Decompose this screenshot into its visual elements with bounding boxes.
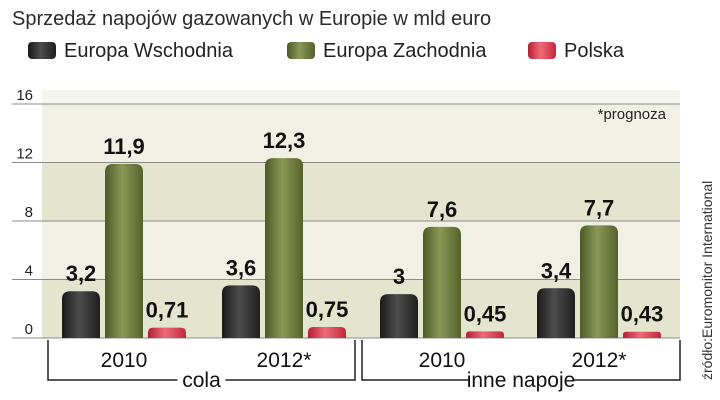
grid-band (42, 104, 680, 163)
source-note: źródło:Euromonitor International (699, 181, 715, 380)
bar-2-2 (265, 158, 303, 338)
x-tick-label: 2012* (572, 349, 627, 372)
data-label: 0,75 (306, 297, 349, 322)
data-label: 3,4 (541, 258, 572, 283)
data-label: 0,45 (464, 301, 507, 326)
data-label: 12,3 (263, 128, 306, 153)
data-label: 3,2 (66, 261, 97, 286)
bar-3-3 (466, 331, 504, 338)
legend-swatch-1 (28, 42, 56, 59)
bar-3-1 (148, 327, 186, 338)
data-labels: 3,2 11,9 0,71 3,6 12,3 0,75 3 7,6 0,45 3,4 7,7 0,43 (66, 128, 664, 327)
legend-label-1: Europa Wschodnia (64, 40, 234, 62)
grid-band (42, 162, 680, 221)
bar-3-4 (623, 331, 661, 338)
y-tick-label: 4 (25, 263, 33, 280)
legend-label-3: Polska (564, 40, 625, 62)
grid-band (42, 221, 680, 280)
y-tick-label: 16 (16, 87, 33, 104)
bar-2-4 (580, 225, 618, 338)
plot-bands (42, 90, 680, 338)
bar-1-2 (222, 285, 260, 338)
bar-1-1 (62, 291, 100, 338)
legend-label-2: Europa Zachodnia (323, 40, 487, 62)
bars (62, 158, 661, 338)
y-tick-label: 12 (16, 146, 33, 163)
x-tick-label: 2010 (101, 349, 148, 372)
group-bracket-right (225, 340, 356, 381)
group-label: cola (182, 369, 221, 392)
data-label: 11,9 (103, 134, 145, 159)
forecast-note: *prognoza (598, 106, 667, 123)
bar-1-4 (537, 288, 575, 338)
legend-swatch-2 (287, 42, 315, 59)
data-label: 3,6 (226, 255, 257, 280)
x-axis: 2010 2012* 2010 2012* cola inne napoje (47, 340, 681, 392)
group-bracket-left (47, 340, 178, 381)
data-label: 3 (393, 264, 405, 289)
legend: Europa Wschodnia Europa Zachodnia Polska (28, 40, 625, 62)
y-tick-label: 8 (25, 204, 33, 221)
x-tick-label: 2012* (257, 349, 312, 372)
group-bracket-right (573, 340, 681, 381)
group-label: inne napoje (467, 369, 576, 392)
bar-2-1 (105, 163, 143, 338)
x-tick-label: 2010 (419, 349, 466, 372)
bar-2-3 (423, 226, 461, 338)
group-bracket-left (361, 340, 469, 381)
bar-1-3 (380, 294, 418, 338)
data-label: 7,7 (584, 195, 615, 220)
legend-swatch-3 (528, 42, 556, 59)
y-tick-label: 0 (25, 321, 33, 338)
data-label: 7,6 (427, 197, 458, 222)
chart-title: Sprzedaż napojów gazowanych w Europie w … (12, 8, 491, 30)
grid-band-top (42, 90, 680, 104)
data-label: 0,71 (146, 298, 189, 323)
data-label: 0,43 (621, 302, 664, 327)
bar-3-2 (308, 327, 346, 338)
